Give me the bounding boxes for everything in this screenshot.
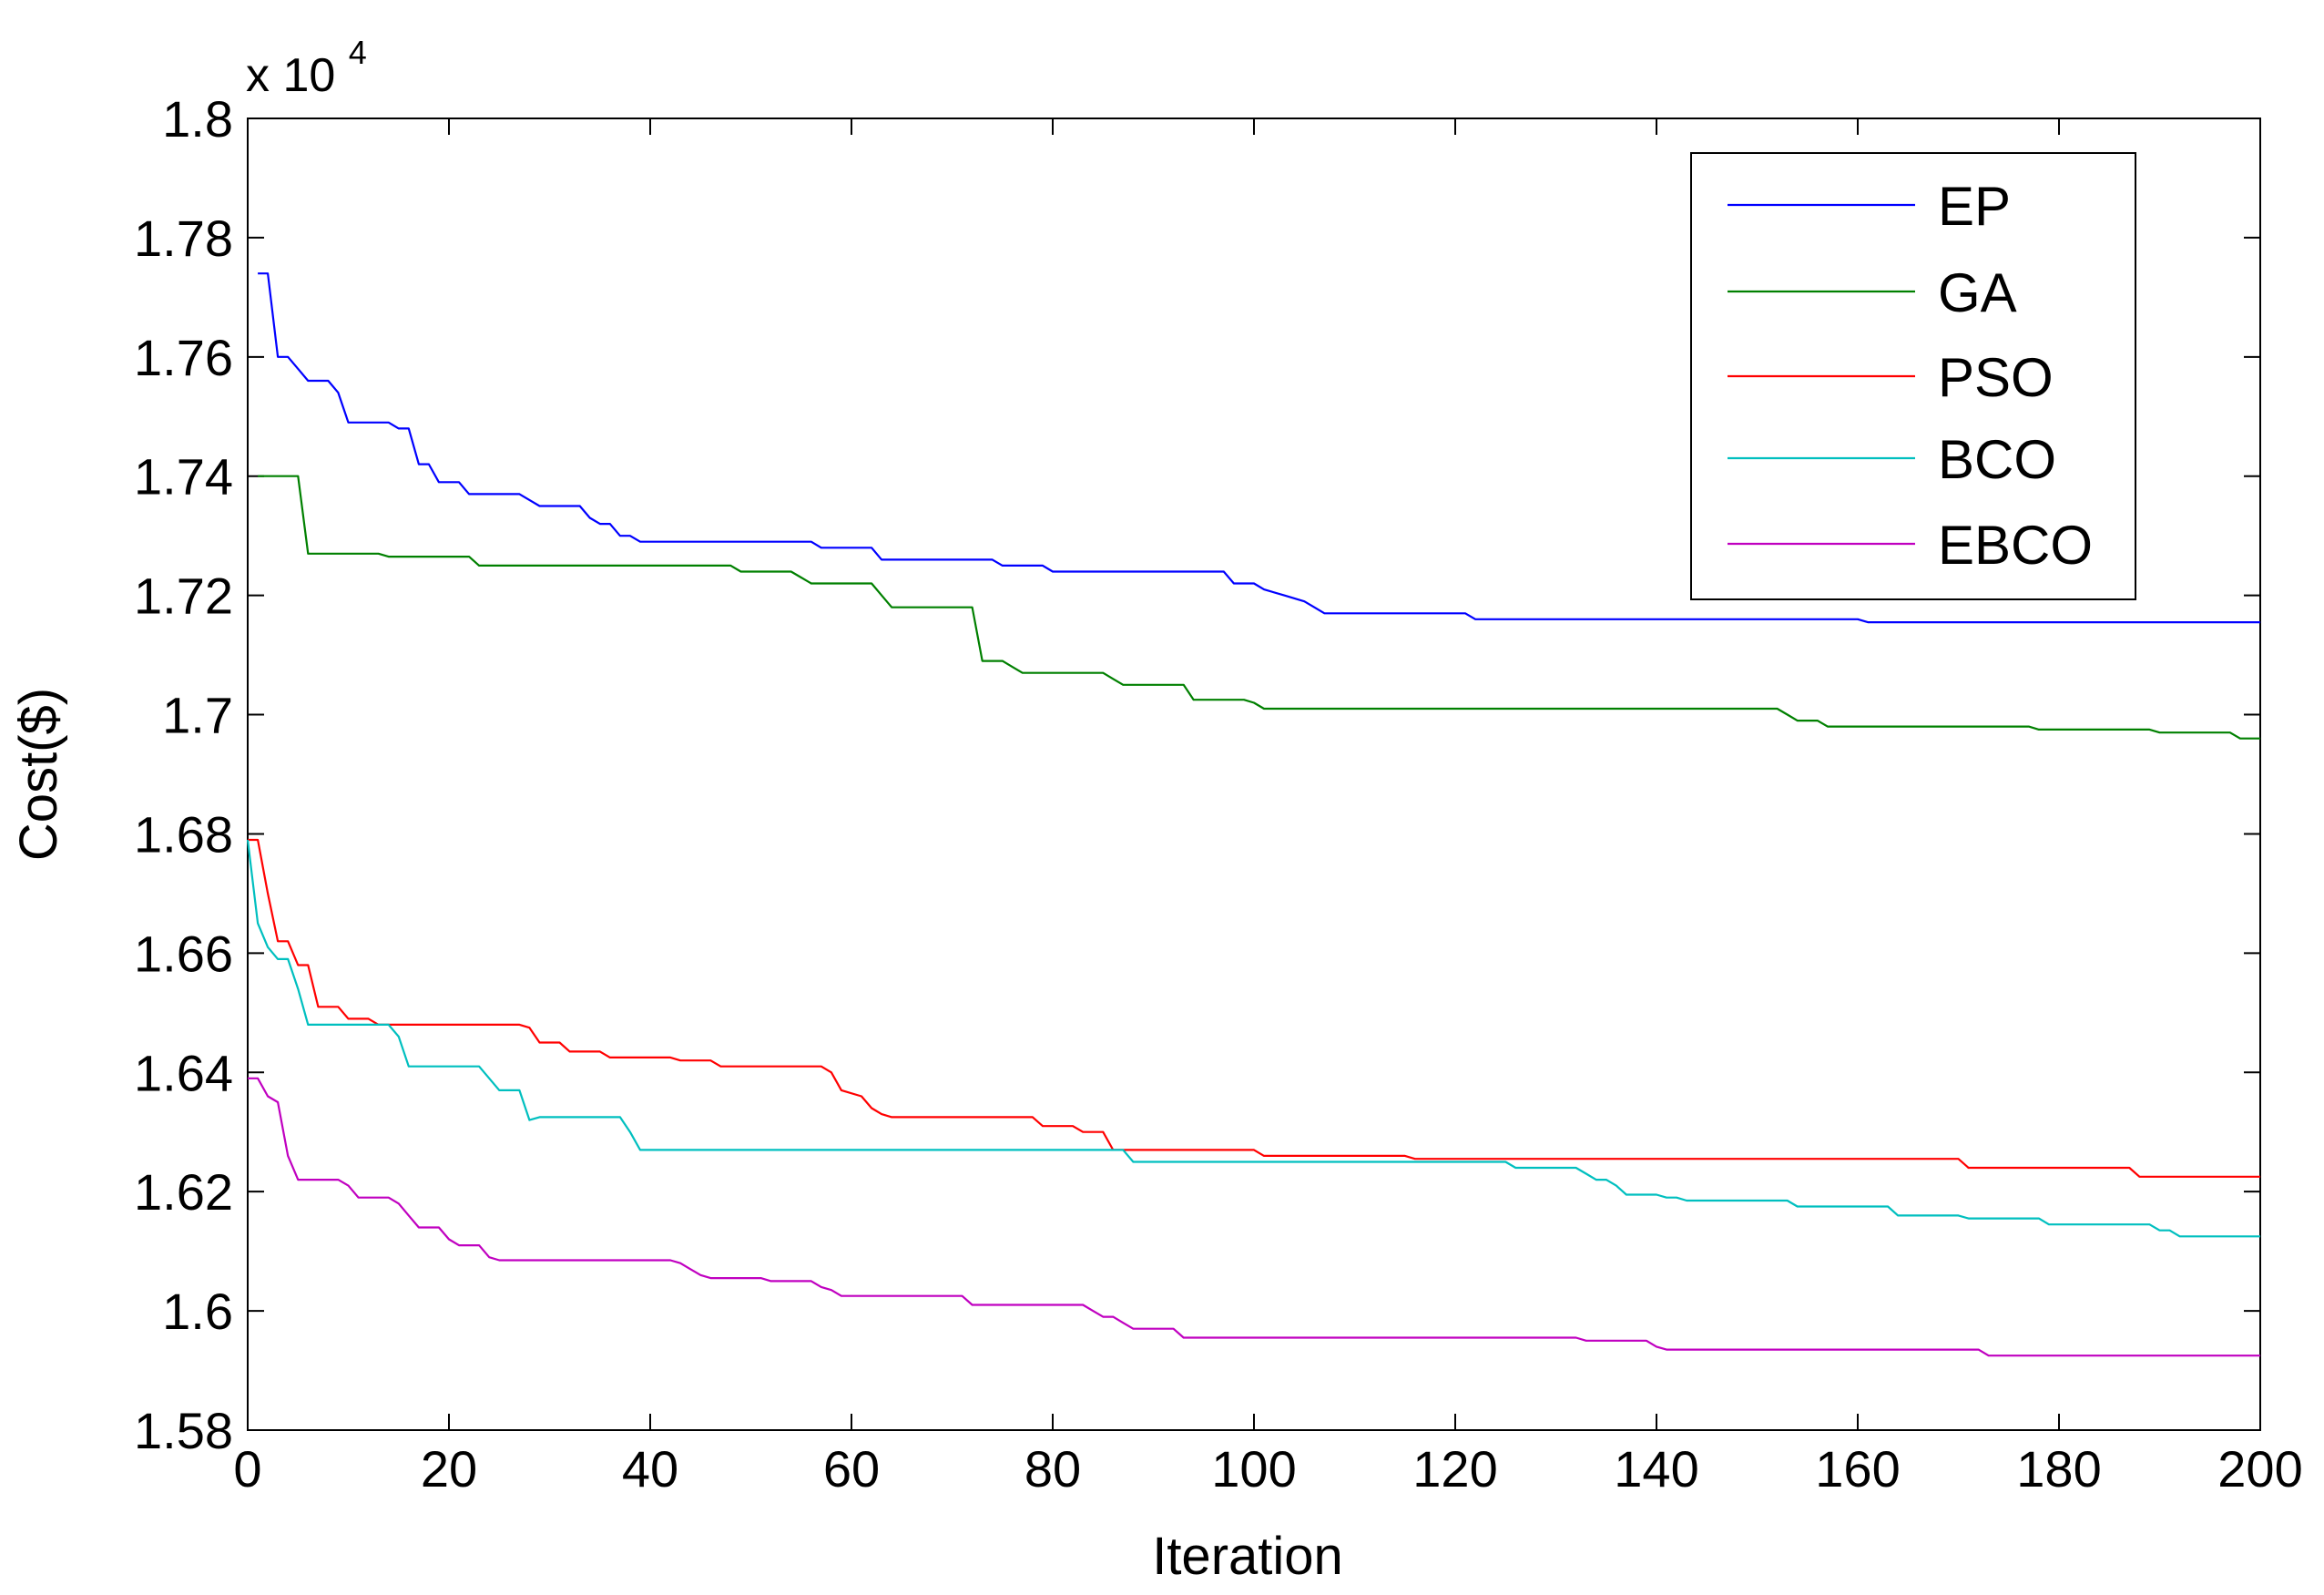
y-tick-label: 1.72 [134,567,233,625]
y-tick-label: 1.8 [162,90,233,148]
x-axis-title: Iteration [1152,1527,1343,1586]
y-scale-multiplier: x 10 4 [246,34,367,102]
y-axis-title: Cost($) [9,688,68,861]
legend-label-ga: GA [1938,262,2017,323]
x-tick-label: 0 [233,1440,261,1498]
legend-label-bco: BCO [1938,429,2056,490]
y-tick-label: 1.64 [134,1044,233,1101]
axis-ticks: 0 20 40 60 80 100 120 140 160 180 200 1.58 1.6 1.62 1.… [134,90,2303,1498]
legend: EP GA PSO BCO EBCO [1690,152,2136,600]
y-tick-label: 1.66 [134,925,233,982]
x-tick-label: 200 [2217,1440,2302,1498]
y-scale-multiplier-base: x 10 [246,49,335,102]
x-tick-label: 180 [2016,1440,2101,1498]
series-line-ebco [248,1077,2260,1357]
legend-label-ebco: EBCO [1938,515,2093,576]
y-tick-label: 1.68 [134,805,233,863]
y-tick-label: 1.74 [134,448,233,506]
x-tick-label: 20 [421,1440,477,1498]
y-tick-label: 1.58 [134,1402,233,1459]
legend-label-ep: EP [1938,176,2011,237]
y-tick-label: 1.62 [134,1163,233,1221]
y-tick-label: 1.7 [162,687,233,744]
y-scale-multiplier-exponent: 4 [349,34,367,71]
x-tick-label: 120 [1412,1440,1497,1498]
series-line-bco [246,839,2260,1238]
y-tick-label: 1.76 [134,329,233,386]
y-tick-label: 1.6 [162,1283,233,1340]
series-line-ep [258,272,2260,624]
x-tick-label: 80 [1024,1440,1081,1498]
series-line-ga [258,475,2260,740]
x-tick-label: 40 [622,1440,678,1498]
legend-label-pso: PSO [1938,347,2054,408]
series-layer [246,272,2260,1357]
x-tick-label: 140 [1614,1440,1698,1498]
x-tick-label: 100 [1211,1440,1296,1498]
x-tick-label: 160 [1815,1440,1900,1498]
series-line-pso [248,838,2260,1178]
y-tick-label: 1.78 [134,210,233,267]
x-tick-label: 60 [823,1440,880,1498]
